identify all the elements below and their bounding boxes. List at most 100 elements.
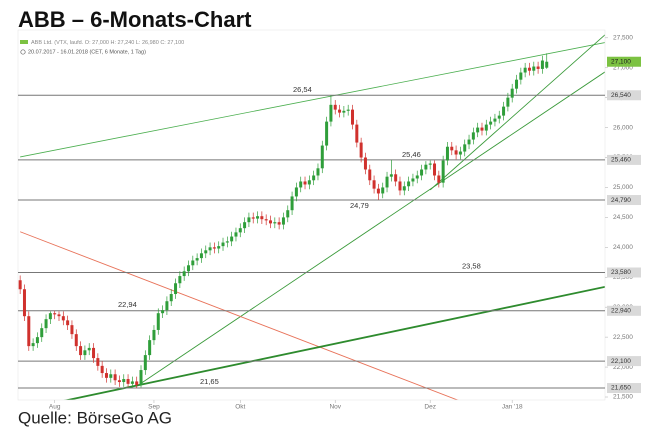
x-tick-label: Jan '18 (502, 404, 523, 411)
y-tick-label: 24,500 (613, 214, 633, 221)
candle-body (489, 121, 493, 125)
candle-body (217, 246, 221, 249)
y-tick-label: 21,500 (613, 394, 633, 401)
candle-body (70, 325, 74, 335)
candle-body (320, 145, 324, 169)
candle-body (329, 104, 333, 122)
level-box (607, 90, 641, 101)
candle-body (433, 163, 437, 176)
trend-line (429, 34, 605, 191)
level-axis-label: 23,580 (611, 269, 631, 276)
candle-body (247, 217, 251, 223)
candle-body (27, 316, 31, 347)
candle-body (312, 175, 316, 181)
candle-body (415, 175, 419, 179)
candle-body (165, 301, 169, 311)
candle-body (273, 222, 277, 224)
candle-body (57, 314, 61, 317)
chart-title: ABB – 6-Monats-Chart (18, 7, 252, 32)
x-tick-label: Dez (424, 404, 436, 411)
candle-body (445, 146, 449, 161)
candle-body (407, 181, 411, 187)
candle-body (437, 175, 441, 183)
candle-body (264, 219, 268, 221)
candle-body (355, 124, 359, 143)
candle-body (303, 181, 307, 185)
candle-body (260, 216, 264, 220)
candle-body (497, 115, 501, 119)
candle-body (502, 106, 506, 116)
y-tick-label: 23,500 (613, 274, 633, 281)
level-annotation: 22,94 (118, 300, 137, 309)
candle-body (316, 168, 320, 176)
candle-body (238, 228, 242, 233)
level-box (607, 195, 641, 206)
candle-body (87, 347, 91, 351)
candle-body (463, 144, 467, 152)
trend-line (19, 231, 459, 400)
candle-body (338, 109, 342, 113)
candle-body (411, 178, 415, 182)
candle-body (467, 139, 471, 145)
candle-body (83, 350, 87, 356)
candle-body (307, 180, 311, 185)
candle-body (294, 187, 298, 197)
source: Quelle: BörseGo AG (18, 408, 172, 427)
candle-body (182, 271, 186, 277)
candle-body (113, 374, 117, 381)
candle-body (389, 174, 393, 177)
candle-body (484, 124, 488, 131)
candle-body (79, 346, 83, 356)
candle-body (191, 260, 195, 266)
candle-body (117, 380, 121, 383)
candle-body (74, 334, 78, 347)
candle-body (152, 329, 156, 341)
candle-body (424, 164, 428, 170)
candle-body (104, 373, 108, 378)
plot-border (17, 29, 606, 401)
candle-body (139, 370, 143, 386)
candle-body (540, 60, 544, 69)
y-tick-label: 27,500 (613, 35, 633, 42)
candle-body (53, 313, 57, 315)
candle-body (368, 169, 372, 181)
candle-body (346, 109, 350, 111)
candle-body (281, 217, 285, 225)
candle-body (420, 169, 424, 176)
candle-body (126, 379, 130, 384)
candle-body (342, 110, 346, 113)
candle-body (299, 181, 303, 188)
info-line: ABB Ltd. (VTX, laufd. O: 27,000 H: 27,24… (31, 40, 184, 46)
candle-body (135, 381, 139, 386)
level-box (607, 267, 641, 278)
candle-body (96, 358, 100, 366)
level-axis-label: 26,540 (611, 92, 631, 99)
candle-body (251, 217, 255, 219)
candle-body (186, 265, 190, 272)
candle-body (532, 66, 536, 71)
candle-body (268, 220, 272, 224)
candle-body (195, 258, 199, 261)
candle-body (290, 196, 294, 211)
candle-body (286, 210, 290, 218)
candle-body (359, 142, 363, 158)
candle-body (18, 280, 22, 290)
y-tick-label: 22,500 (613, 334, 633, 341)
candle-body (428, 163, 432, 165)
candle-body (545, 61, 549, 68)
level-axis-label: 21,650 (611, 385, 631, 392)
level-box (607, 383, 641, 394)
candle-body (493, 118, 497, 122)
candle-body (398, 181, 402, 191)
candle-body (178, 276, 182, 284)
trend-line (136, 71, 605, 387)
candle-body (169, 294, 173, 302)
candle-body (221, 242, 225, 247)
candle-body (325, 121, 329, 146)
last-price-box (607, 56, 641, 67)
candle-body (230, 236, 234, 242)
candle-body (351, 109, 355, 125)
candle-body (441, 160, 445, 183)
candle-body (212, 247, 216, 249)
candle-body (385, 176, 389, 188)
